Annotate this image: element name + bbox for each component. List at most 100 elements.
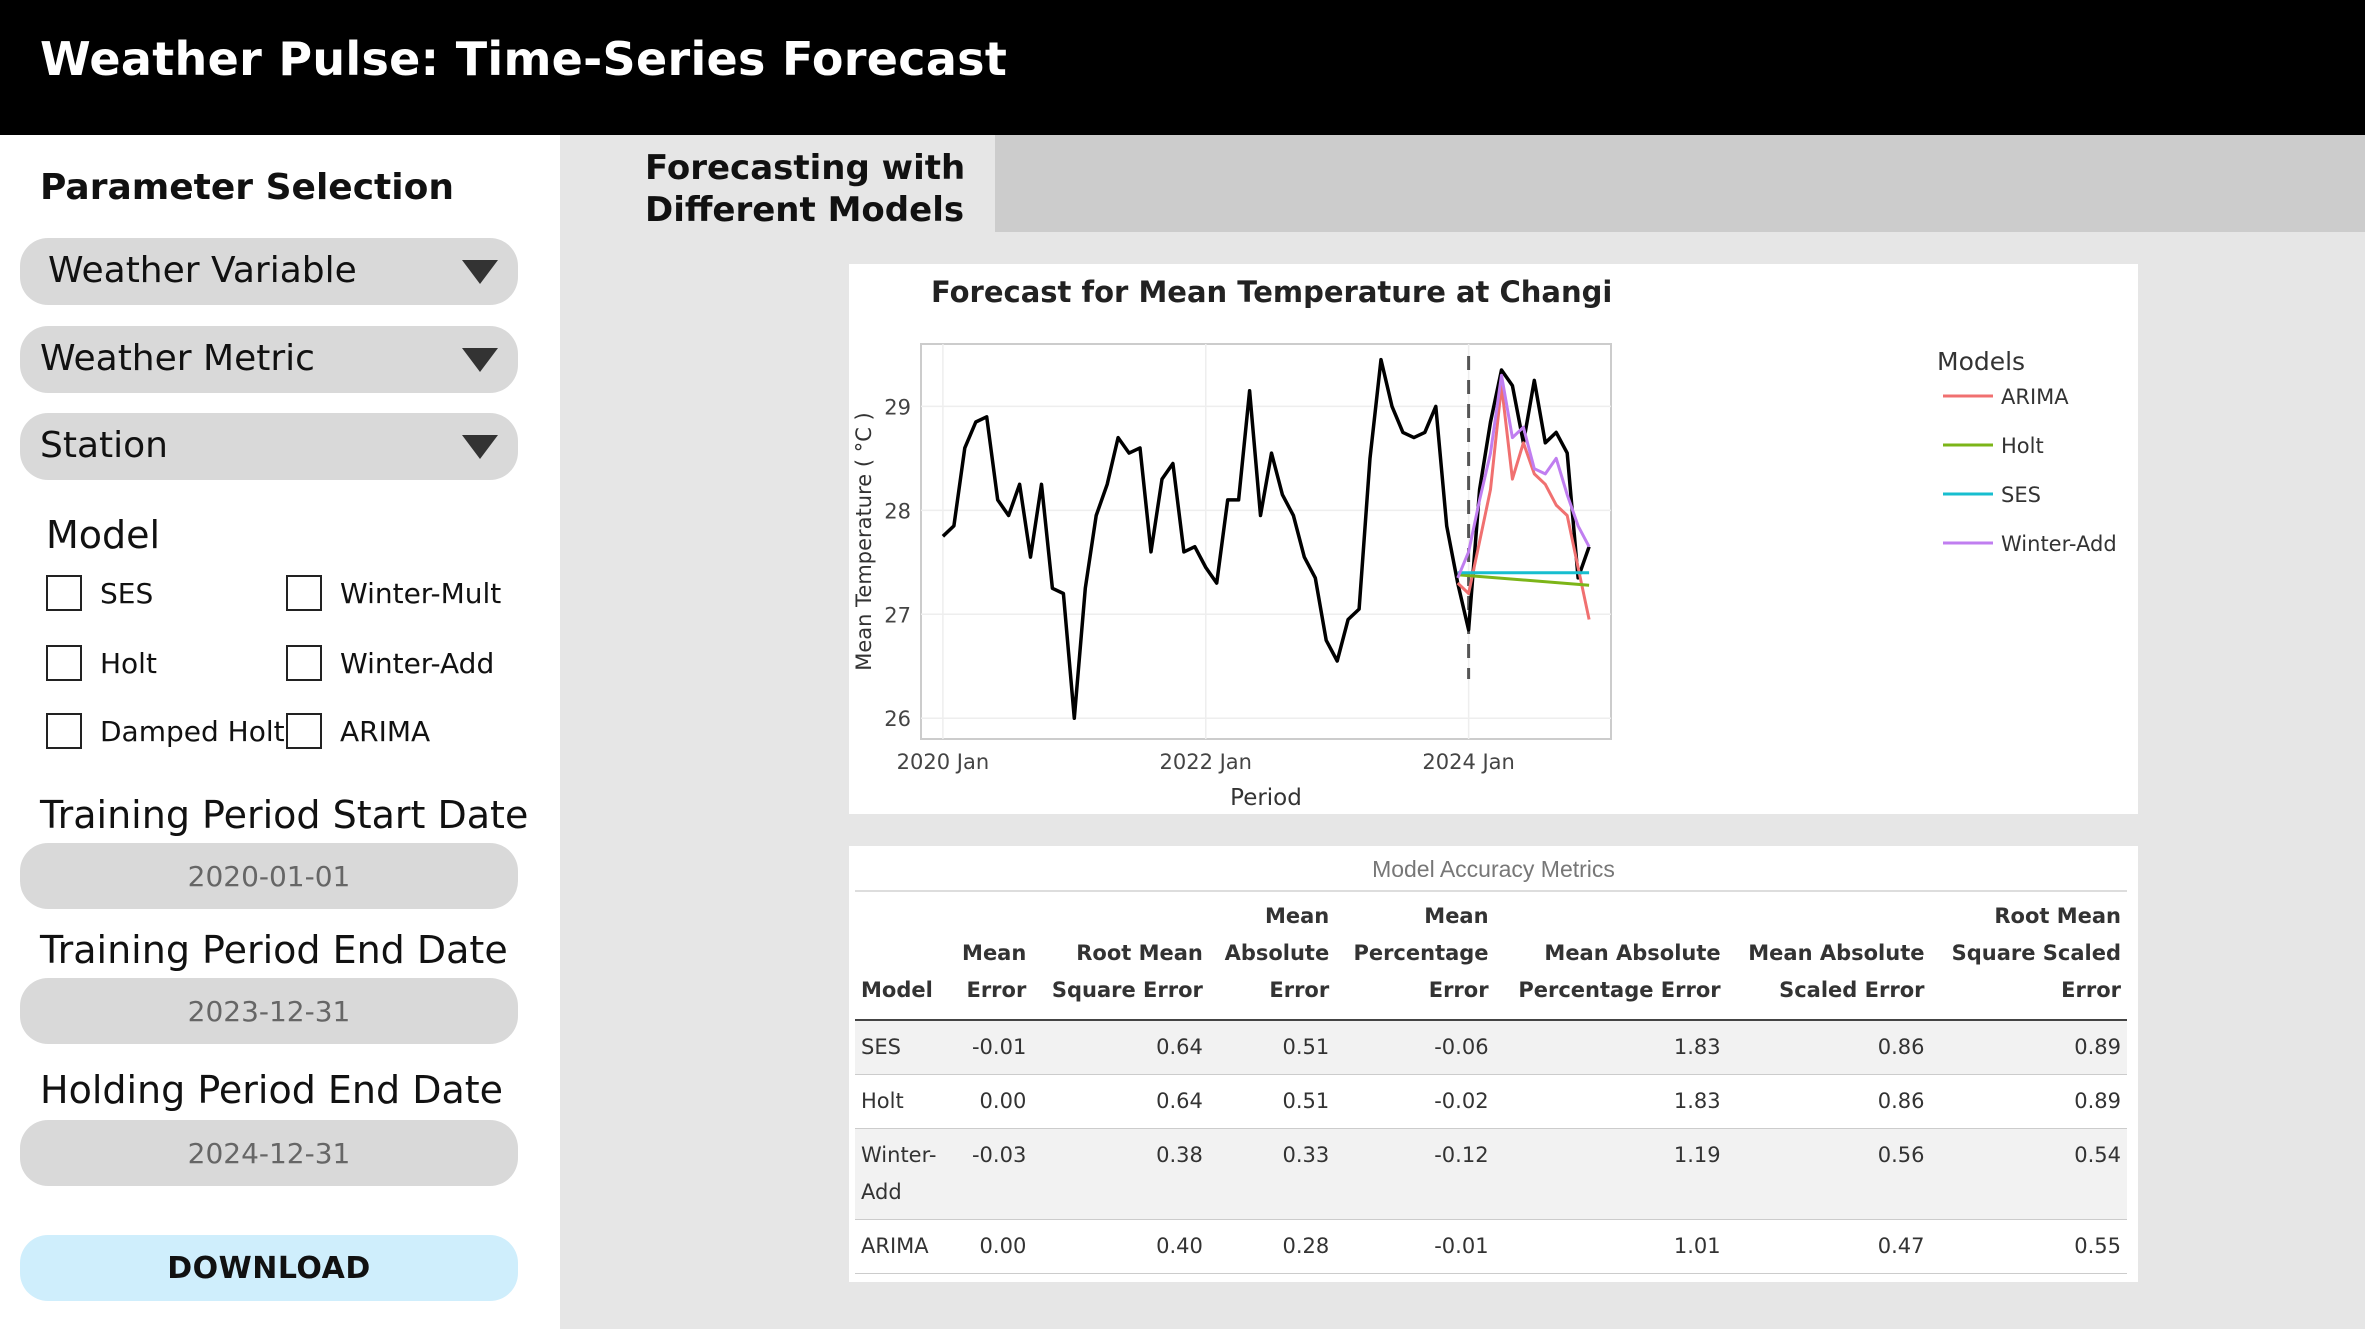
metrics-header-cell: Mean Absolute Error <box>1208 890 1336 1021</box>
header-text: Mean <box>1264 904 1330 928</box>
metrics-header-cell: Mean Absolute Percentage Error <box>1494 890 1727 1021</box>
metrics-header-cell: Mean Error <box>949 890 1033 1021</box>
forecast-chart-panel: Forecast for Mean Temperature at Changi 2… <box>849 264 2138 814</box>
header-text: Root Mean <box>1076 941 1203 965</box>
metric-value-cell: 0.38 <box>1032 1128 1209 1220</box>
metrics-table-panel: Model Accuracy Metrics Model Mean Error Roo… <box>849 846 2138 1282</box>
metrics-header-cell: Root Mean Square Error <box>1032 890 1209 1021</box>
metric-value-cell: 0.28 <box>1208 1219 1336 1274</box>
checkbox-box[interactable] <box>286 645 322 681</box>
app-header: Weather Pulse: Time-Series Forecast <box>0 0 2365 135</box>
metric-value-cell: 0.00 <box>949 1219 1033 1274</box>
header-text: Mean Absolute <box>1544 941 1721 965</box>
metrics-table-caption: Model Accuracy Metrics <box>1372 856 1615 882</box>
station-label: Station <box>40 425 168 466</box>
holding-end-date-field[interactable]: 2024-12-31 <box>20 1120 518 1186</box>
header-text: Mean <box>962 941 1027 965</box>
checkbox-box[interactable] <box>46 575 82 611</box>
metric-value-cell: 1.83 <box>1494 1020 1727 1075</box>
legend-title: Models <box>1937 347 2025 376</box>
x-tick-label: 2020 Jan <box>897 750 990 774</box>
checkbox-arima[interactable]: ARIMA <box>286 713 430 749</box>
series-line-holt <box>1457 573 1590 587</box>
chart-title: Forecast for Mean Temperature at Changi <box>931 275 1612 309</box>
metrics-body: SES -0.01 0.64 0.51 -0.06 1.83 0.86 0.89 Holt 0.0… <box>855 1020 2127 1274</box>
checkbox-label: Damped Holt <box>100 714 285 748</box>
metric-value-cell: -0.01 <box>949 1020 1033 1075</box>
checkbox-ses[interactable]: SES <box>46 575 153 611</box>
training-end-date-field[interactable]: 2023-12-31 <box>20 978 518 1044</box>
cell-text: Winter- <box>861 1143 937 1167</box>
table-row: SES -0.01 0.64 0.51 -0.06 1.83 0.86 0.89 <box>855 1020 2127 1075</box>
metrics-table: Model Mean Error Root Mean Square Error Mean A… <box>855 890 2127 1274</box>
training-start-label: Training Period Start Date <box>40 793 529 837</box>
y-tick-label: 26 <box>884 707 911 731</box>
metric-value-cell: 1.83 <box>1494 1074 1727 1129</box>
metric-value-cell: 0.51 <box>1208 1020 1336 1075</box>
table-row: Holt 0.00 0.64 0.51 -0.02 1.83 0.86 0.89 <box>855 1074 2127 1129</box>
metric-value-cell: 0.64 <box>1032 1020 1209 1075</box>
checkbox-winter-mult[interactable]: Winter-Mult <box>286 575 501 611</box>
metric-value-cell: 0.86 <box>1726 1074 1931 1129</box>
header-text: Error <box>1269 978 1330 1002</box>
metric-value-cell: 0.00 <box>949 1074 1033 1129</box>
checkbox-label: Holt <box>100 646 157 680</box>
x-tick-label: 2024 Jan <box>1422 750 1515 774</box>
metrics-header-cell: Model <box>855 890 950 1021</box>
legend-label: Holt <box>2001 434 2044 458</box>
metric-value-cell: 1.19 <box>1494 1128 1727 1220</box>
model-name-cell: ARIMA <box>855 1219 950 1274</box>
tab-forecasting-models[interactable]: Forecasting with Different Models <box>560 135 995 232</box>
metric-value-cell: 0.47 <box>1726 1219 1931 1274</box>
header-text: Percentage Error <box>1518 978 1721 1002</box>
x-tick-label: 2022 Jan <box>1160 750 1253 774</box>
metrics-header-cell: Root Mean Square Scaled Error <box>1930 890 2127 1021</box>
cell-text: SES <box>861 1035 901 1059</box>
chevron-down-icon <box>462 435 498 459</box>
header-text: Model <box>861 978 933 1002</box>
checkbox-winter-add[interactable]: Winter-Add <box>286 645 494 681</box>
chevron-down-icon <box>462 260 498 284</box>
y-axis-label: Mean Temperature ( °C ) <box>852 412 876 671</box>
weather-variable-label: Weather Variable <box>48 250 357 291</box>
metric-value-cell: -0.01 <box>1335 1219 1495 1274</box>
download-button[interactable]: DOWNLOAD <box>20 1235 518 1301</box>
metric-value-cell: -0.03 <box>949 1128 1033 1220</box>
cell-text: Holt <box>861 1089 904 1113</box>
checkbox-box[interactable] <box>46 713 82 749</box>
header-text: Scaled Error <box>1779 978 1925 1002</box>
metric-value-cell: 0.33 <box>1208 1128 1336 1220</box>
header-text: Percentage <box>1353 941 1489 965</box>
header-text: Square Scaled <box>1951 941 2121 965</box>
table-row: Winter- Add -0.03 0.38 0.33 -0.12 1.19 0.56 0.54 <box>855 1128 2127 1220</box>
series-line-actual <box>941 357 1591 720</box>
metric-value-cell: -0.12 <box>1335 1128 1495 1220</box>
y-tick-label: 29 <box>884 395 911 419</box>
holding-end-label: Holding Period End Date <box>40 1068 504 1112</box>
station-dropdown[interactable]: Station <box>20 413 518 480</box>
y-tick-label: 27 <box>884 603 911 627</box>
metric-value-cell: 0.51 <box>1208 1074 1336 1129</box>
legend-label: ARIMA <box>2001 385 2069 409</box>
cell-text: ARIMA <box>861 1234 929 1258</box>
metric-value-cell: 0.89 <box>1930 1074 2127 1129</box>
weather-metric-dropdown[interactable]: Weather Metric <box>20 326 518 393</box>
model-name-cell: SES <box>855 1020 950 1075</box>
header-text: Error <box>966 978 1027 1002</box>
metric-value-cell: 0.64 <box>1032 1074 1209 1129</box>
checkbox-box[interactable] <box>46 645 82 681</box>
metric-value-cell: 0.86 <box>1726 1020 1931 1075</box>
header-text: Absolute <box>1224 941 1330 965</box>
training-start-date-field[interactable]: 2020-01-01 <box>20 843 518 909</box>
metrics-header-cell: Mean Percentage Error <box>1335 890 1495 1021</box>
header-text: Mean <box>1424 904 1489 928</box>
metric-value-cell: 0.54 <box>1930 1128 2127 1220</box>
model-name-cell: Holt <box>855 1074 950 1129</box>
cell-text: Add <box>861 1180 902 1204</box>
weather-variable-dropdown[interactable]: Weather Variable <box>20 238 518 305</box>
checkbox-holt[interactable]: Holt <box>46 645 157 681</box>
checkbox-damped-holt[interactable]: Damped Holt <box>46 713 285 749</box>
checkbox-box[interactable] <box>286 575 322 611</box>
app-title: Weather Pulse: Time-Series Forecast <box>40 32 1008 86</box>
checkbox-box[interactable] <box>286 713 322 749</box>
